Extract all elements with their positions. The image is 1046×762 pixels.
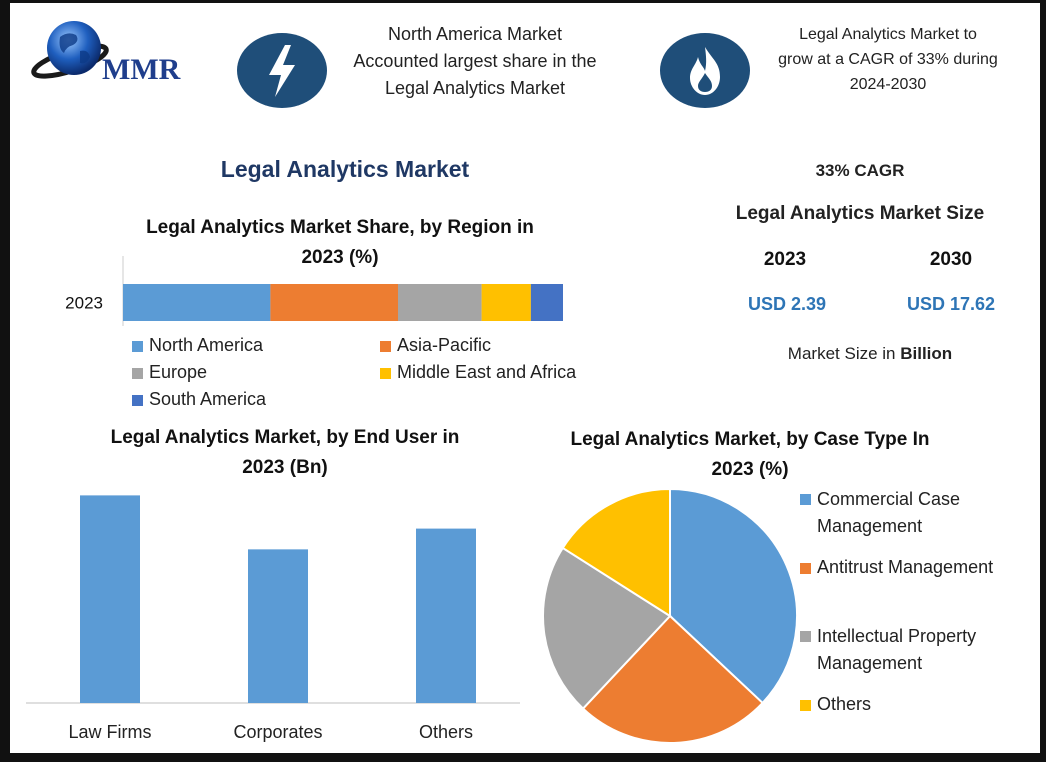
swatch-asia-pacific <box>380 340 391 352</box>
mmr-logo: MMR <box>24 11 224 91</box>
flame-icon <box>660 33 750 108</box>
pie-slice-others <box>561 487 671 618</box>
legend-label-europe: Europe <box>149 362 208 382</box>
region-segment-europe <box>398 284 482 321</box>
swatch-south-america <box>132 394 143 406</box>
swatch-north-america <box>132 340 143 352</box>
legend-label-south-america: South America <box>149 389 267 409</box>
case-type-chart-title-line2: 2023 (%) <box>711 459 789 480</box>
region-segment-south-america <box>530 284 563 321</box>
info-right-text: Legal Analytics Market to grow at a CAGR… <box>758 22 1018 97</box>
legend-ip-line1: Intellectual Property <box>817 626 977 646</box>
end-user-chart-title-line1: Legal Analytics Market, by End User in <box>110 427 460 448</box>
pie-slice-intellectual-property-management <box>542 546 672 710</box>
region-chart-title: Legal Analytics Market Share, by Region … <box>105 213 575 273</box>
bar-others <box>416 528 476 703</box>
legend-label-north-america: North America <box>149 335 264 355</box>
info-right-line2: grow at a CAGR of 33% during <box>778 51 998 68</box>
year-2030: 2030 <box>929 249 973 270</box>
market-size-unit: Market Size in Billion <box>730 344 1010 364</box>
case-type-legend: Commercial Case Management Antitrust Mana… <box>800 486 1040 726</box>
region-segment-north-america <box>123 284 271 321</box>
bar-corporates <box>248 549 308 703</box>
end-user-chart: Law Firms Corporates Others <box>26 495 520 742</box>
infographic-canvas: MMR North America Market Accounted large… <box>10 3 1040 753</box>
unit-bold: Billion <box>900 344 953 363</box>
tick-label-corporates: Corporates <box>233 722 322 742</box>
pie-slice-antitrust-management <box>581 614 764 744</box>
swatch-others <box>800 699 811 711</box>
swatch-antitrust <box>800 562 811 574</box>
main-title: Legal Analytics Market <box>220 156 470 182</box>
unit-prefix: Market Size in <box>787 344 901 363</box>
legend-others-line1: Others <box>817 694 872 714</box>
year-2023: 2023 <box>763 249 807 270</box>
legend-europe: Europe <box>132 360 207 384</box>
lightning-bolt-icon <box>237 33 327 108</box>
swatch-europe <box>132 367 143 379</box>
end-user-chart-title: Legal Analytics Market, by End User in 2… <box>70 423 500 483</box>
end-user-chart-title-line2: 2023 (Bn) <box>242 457 328 478</box>
tick-label-law-firms: Law Firms <box>68 722 151 742</box>
case-type-chart-title-line1: Legal Analytics Market, by Case Type In <box>570 429 930 450</box>
bar-law-firms <box>80 495 140 703</box>
info-right-line1: Legal Analytics Market to <box>799 26 977 43</box>
legend-commercial-line1: Commercial Case <box>817 489 961 509</box>
legend-north-america: North America <box>132 333 263 357</box>
legend-commercial-case: Commercial Case Management <box>800 486 960 540</box>
logo-text: MMR <box>102 53 181 86</box>
legend-label-middle-east-africa: Middle East and Africa <box>397 362 577 382</box>
info-left-line3: Legal Analytics Market <box>384 78 566 98</box>
region-share-chart: 2023 <box>65 256 563 326</box>
region-segment-asia-pacific <box>270 284 398 321</box>
info-left-line2: Accounted largest share in the <box>353 51 597 71</box>
info-left-text: North America Market Accounted largest s… <box>330 21 620 102</box>
market-size-title: Legal Analytics Market Size <box>735 203 985 224</box>
legend-commercial-line2: Management <box>817 516 923 536</box>
legend-intellectual-property: Intellectual Property Management <box>800 623 976 677</box>
legend-others: Others <box>800 691 871 718</box>
region-legend: North America Asia-Pacific Europe Middle… <box>132 333 612 413</box>
swatch-intellectual-property <box>800 631 811 642</box>
region-category-label: 2023 <box>65 294 103 313</box>
info-left-line1: North America Market <box>387 24 563 44</box>
legend-asia-pacific: Asia-Pacific <box>380 333 491 357</box>
region-chart-title-line2: 2023 (%) <box>301 247 379 268</box>
legend-middle-east-africa: Middle East and Africa <box>380 360 576 384</box>
value-2023: USD 2.39 <box>747 294 827 314</box>
legend-antitrust-line1: Antitrust Management <box>817 557 994 577</box>
region-segment-middle-east-and-africa <box>481 284 531 321</box>
value-2030: USD 17.62 <box>906 294 996 314</box>
swatch-middle-east-africa <box>380 367 391 379</box>
info-right-line3: 2024-2030 <box>849 76 927 93</box>
case-type-pie-chart <box>542 487 798 744</box>
pie-slice-commercial-case-management <box>669 487 798 705</box>
legend-south-america: South America <box>132 387 266 411</box>
legend-label-asia-pacific: Asia-Pacific <box>397 335 492 355</box>
region-chart-title-line1: Legal Analytics Market Share, by Region … <box>146 217 534 238</box>
swatch-commercial-case <box>800 494 811 505</box>
tick-label-others: Others <box>419 722 473 742</box>
globe-icon: MMR <box>31 21 181 86</box>
cagr-label: 33% CAGR <box>815 161 905 180</box>
legend-antitrust: Antitrust Management <box>800 554 993 581</box>
case-type-chart-title: Legal Analytics Market, by Case Type In … <box>530 425 970 485</box>
legend-ip-line2: Management <box>817 653 923 673</box>
